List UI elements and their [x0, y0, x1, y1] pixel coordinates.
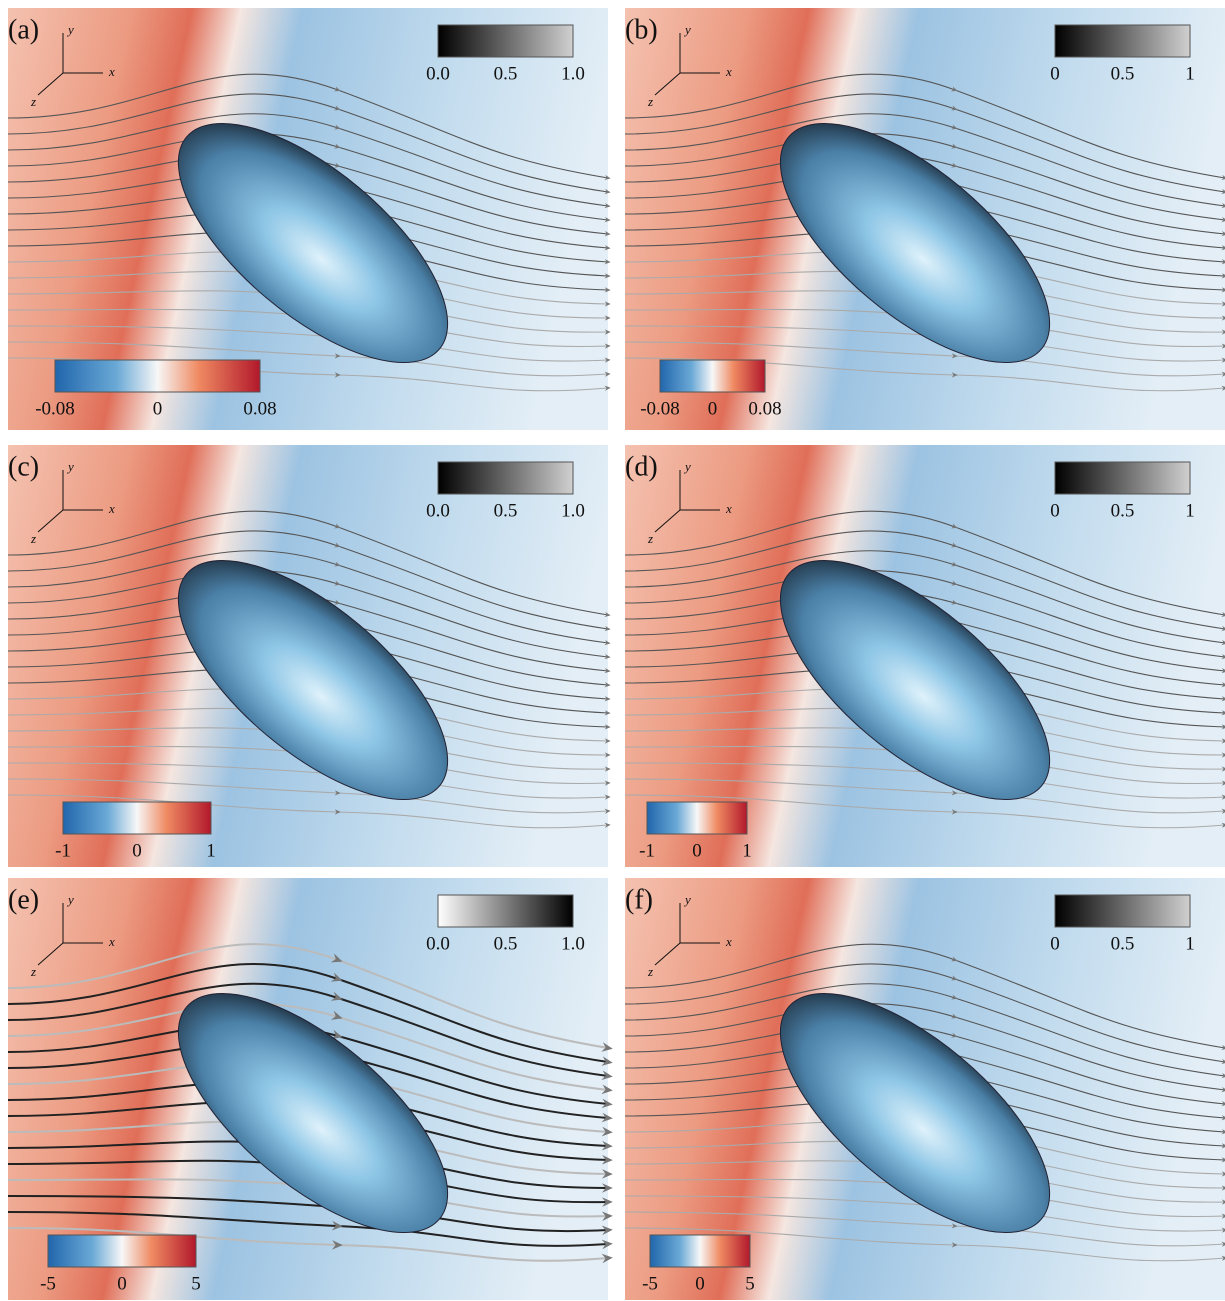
colorbar-tick-label: 1	[1185, 63, 1195, 84]
colorbar-tick-label: 0.08	[243, 398, 276, 419]
axis-label: y	[683, 459, 691, 474]
colorbar-tick-label: 0	[1050, 500, 1060, 521]
axis-label: y	[66, 892, 74, 907]
colorbar-tick-label: 0.0	[426, 933, 450, 954]
panel: (f) y x z 0 0.5 1 -5 0 5	[625, 878, 1225, 1300]
colorbar-tick-label: -5	[642, 1273, 658, 1294]
axis-label: z	[647, 531, 653, 546]
panel: (c) y x z 0.0 0.5 1.0 -1 0 1	[8, 445, 608, 867]
colorbar-tick-label: 0	[695, 1273, 705, 1294]
colorbar-tick-label: -1	[639, 840, 655, 861]
colorbar-tick-label: 1.0	[561, 500, 585, 521]
panel-label: (b)	[625, 14, 658, 45]
panel-label: (f)	[625, 884, 653, 915]
axis-label: x	[725, 501, 732, 516]
grayscale-colorbar	[1055, 462, 1190, 494]
colorbar-tick-label: -0.08	[35, 398, 75, 419]
grayscale-colorbar	[1055, 25, 1190, 57]
panel-label: (c)	[8, 451, 39, 482]
axis-label: z	[647, 964, 653, 979]
colorbar-tick-label: 0.5	[1111, 500, 1135, 521]
colorbar-tick-label: 0.5	[494, 63, 518, 84]
axis-label: x	[108, 934, 115, 949]
grayscale-colorbar	[438, 462, 573, 494]
colorbar-tick-label: 0	[117, 1273, 127, 1294]
field-colorbar	[63, 802, 211, 834]
field-colorbar	[650, 1235, 750, 1267]
panel-label: (d)	[625, 451, 658, 482]
axis-label: z	[30, 531, 36, 546]
grayscale-colorbar	[1055, 895, 1190, 927]
field-colorbar	[660, 360, 765, 392]
colorbar-tick-label: 1.0	[561, 63, 585, 84]
axis-label: x	[725, 64, 732, 79]
colorbar-tick-label: 0.5	[494, 500, 518, 521]
colorbar-tick-label: 5	[191, 1273, 201, 1294]
colorbar-tick-label: 1.0	[561, 933, 585, 954]
axis-label: y	[66, 459, 74, 474]
colorbar-tick-label: 5	[745, 1273, 755, 1294]
axis-label: y	[683, 892, 691, 907]
colorbar-tick-label: 0.5	[1111, 63, 1135, 84]
colorbar-tick-label: -1	[55, 840, 71, 861]
axis-label: y	[683, 22, 691, 37]
colorbar-tick-label: -5	[40, 1273, 56, 1294]
field-colorbar	[55, 360, 260, 392]
colorbar-tick-label: 0.0	[426, 500, 450, 521]
colorbar-tick-label: 0	[1050, 63, 1060, 84]
figure: (a) y x z 0.0 0.5 1.0 -0.08 0 0.08 (b) y x z 0 0.5 1 -0.0…	[0, 0, 1225, 1301]
panel: (e) y x z 0.0 0.5 1.0 -5 0 5	[8, 878, 608, 1300]
colorbar-tick-label: 0.0	[426, 63, 450, 84]
colorbar-tick-label: -0.08	[640, 398, 680, 419]
panel: (d) y x z 0 0.5 1 -1 0 1	[625, 445, 1225, 867]
colorbar-tick-label: 1	[206, 840, 216, 861]
grayscale-colorbar	[438, 895, 573, 927]
axis-label: x	[725, 934, 732, 949]
axis-label: x	[108, 501, 115, 516]
colorbar-tick-label: 0	[1050, 933, 1060, 954]
field-colorbar	[647, 802, 747, 834]
colorbar-tick-label: 0.08	[748, 398, 781, 419]
axis-label: y	[66, 22, 74, 37]
panel: (b) y x z 0 0.5 1 -0.08 0 0.08	[625, 8, 1225, 430]
colorbar-tick-label: 0	[692, 840, 702, 861]
panel-label: (a)	[8, 14, 39, 45]
field-colorbar	[48, 1235, 196, 1267]
colorbar-tick-label: 0.5	[494, 933, 518, 954]
panel: (a) y x z 0.0 0.5 1.0 -0.08 0 0.08	[8, 8, 608, 430]
colorbar-tick-label: 1	[742, 840, 752, 861]
axis-label: z	[647, 94, 653, 109]
colorbar-tick-label: 1	[1185, 500, 1195, 521]
axis-label: z	[30, 94, 36, 109]
grayscale-colorbar	[438, 25, 573, 57]
colorbar-tick-label: 0	[132, 840, 142, 861]
colorbar-tick-label: 0	[153, 398, 163, 419]
axis-label: x	[108, 64, 115, 79]
colorbar-tick-label: 0.5	[1111, 933, 1135, 954]
colorbar-tick-label: 0	[708, 398, 718, 419]
axis-label: z	[30, 964, 36, 979]
panel-label: (e)	[8, 884, 39, 915]
colorbar-tick-label: 1	[1185, 933, 1195, 954]
